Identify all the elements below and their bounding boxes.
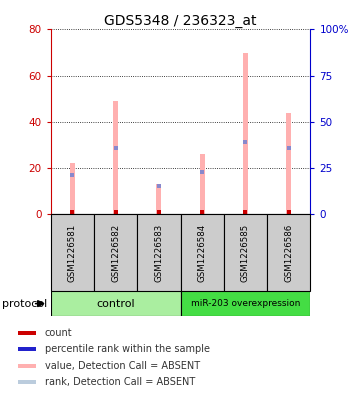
Text: GSM1226582: GSM1226582 (111, 223, 120, 282)
Bar (224, 214, 267, 291)
Text: GSM1226586: GSM1226586 (284, 223, 293, 282)
Bar (180, 291, 310, 316)
Bar (267, 214, 310, 291)
Text: rank, Detection Call = ABSENT: rank, Detection Call = ABSENT (45, 377, 195, 387)
Bar (18, 380, 36, 384)
Bar (137, 214, 180, 291)
Bar (94, 214, 137, 291)
Text: control: control (96, 299, 135, 309)
Bar (286, 112, 291, 214)
Bar (51, 291, 180, 316)
Bar (180, 214, 224, 291)
Text: value, Detection Call = ABSENT: value, Detection Call = ABSENT (45, 361, 200, 371)
Bar (156, 184, 161, 214)
Text: GSM1226581: GSM1226581 (68, 223, 77, 282)
Text: count: count (45, 328, 73, 338)
Text: protocol: protocol (2, 299, 47, 309)
Text: percentile rank within the sample: percentile rank within the sample (45, 344, 210, 354)
Text: GDS5348 / 236323_at: GDS5348 / 236323_at (104, 14, 257, 28)
Bar (18, 347, 36, 351)
Text: GSM1226583: GSM1226583 (155, 223, 163, 282)
Bar (113, 101, 118, 214)
Bar (18, 331, 36, 334)
Bar (51, 214, 94, 291)
Text: GSM1226585: GSM1226585 (241, 223, 250, 282)
Text: GSM1226584: GSM1226584 (198, 223, 206, 282)
Bar (70, 163, 75, 214)
Bar (243, 53, 248, 214)
Bar (200, 154, 205, 214)
Text: miR-203 overexpression: miR-203 overexpression (191, 299, 300, 308)
Bar (18, 364, 36, 367)
